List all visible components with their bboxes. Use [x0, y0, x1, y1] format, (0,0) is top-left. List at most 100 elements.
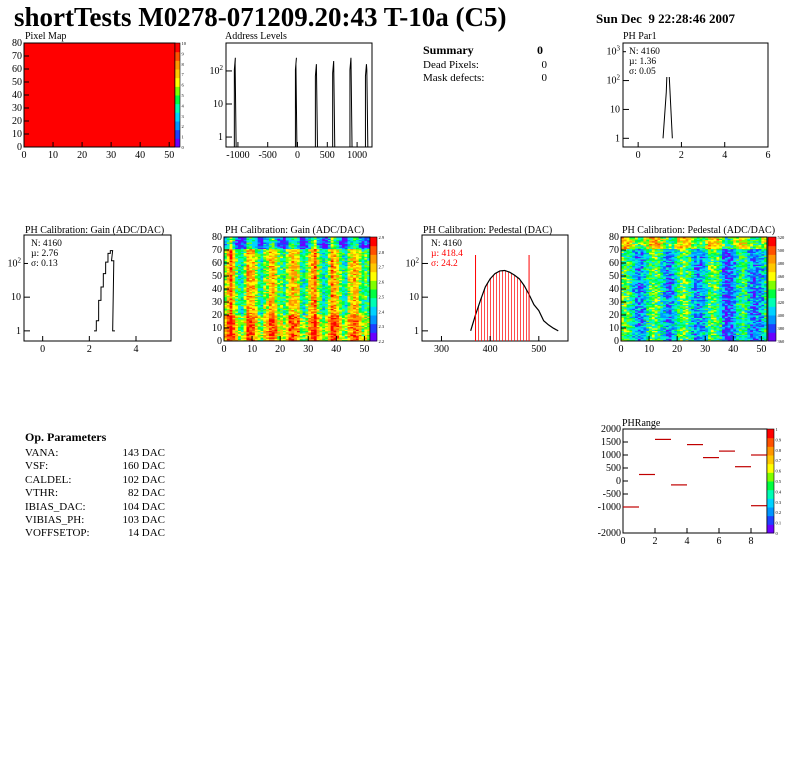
- pedestal-map-cell: [637, 289, 642, 291]
- pedestal-map-cell: [621, 279, 625, 282]
- gain-map-cell: [344, 337, 348, 339]
- pedestal-map-cell: [629, 326, 633, 329]
- gain-map-cell: [266, 333, 270, 335]
- gain-map-cell: [361, 244, 365, 247]
- gain-map-cell: [263, 260, 267, 263]
- gain-map-cell: [311, 308, 315, 311]
- gain-map-cell: [367, 298, 371, 300]
- gain-map-cell: [322, 263, 326, 265]
- gain-map-cell: [232, 263, 236, 265]
- pedestal-map-cell: [637, 302, 642, 304]
- gain-map-cell: [297, 321, 301, 324]
- gain-map-cell: [280, 268, 284, 270]
- pedestal-map-cell: [640, 276, 644, 278]
- gain-map-cell: [333, 292, 337, 295]
- gain-map-cell: [274, 295, 278, 298]
- gain-map-cell: [246, 313, 250, 316]
- gain-map-cell: [311, 250, 315, 252]
- pedestal-map-cell: [626, 292, 630, 295]
- gain-map-cell: [353, 321, 357, 324]
- gain-map-cell: [355, 300, 360, 303]
- gain-map-cell: [336, 252, 340, 255]
- gain-map-cell: [355, 298, 360, 300]
- gain-map-cell: [246, 253, 250, 256]
- gain-map-cell: [299, 269, 304, 272]
- gain-map-cell: [299, 283, 304, 286]
- pedestal-map-cell: [632, 326, 636, 329]
- gain-map-cell: [308, 311, 312, 313]
- gain-map-cell: [327, 247, 332, 250]
- pedestal-map-cell: [635, 333, 639, 335]
- pedestal-map-cell: [629, 299, 633, 302]
- gain-map-cell: [364, 307, 368, 309]
- gain-map-cell: [297, 335, 301, 338]
- gain-map-cell: [311, 304, 315, 307]
- gain-map-cell: [240, 273, 245, 276]
- gain-map-cell: [316, 270, 320, 273]
- gain-map-cell: [361, 333, 365, 335]
- gain-map-cell: [232, 257, 236, 260]
- gain-map-cell: [364, 296, 368, 299]
- pedestal-map-cell: [640, 308, 644, 311]
- gain-map-cell: [350, 302, 354, 304]
- gain-map-cell: [271, 281, 275, 283]
- pedestal-map-cell: [640, 287, 644, 290]
- gain-map-cell: [344, 313, 348, 316]
- gain-map-cell: [285, 283, 289, 286]
- gain-map-cell: [336, 253, 340, 256]
- gain-map-cell: [232, 309, 236, 312]
- gain-map-cell: [350, 270, 354, 273]
- gain-map-cell: [260, 292, 264, 295]
- gain-map-cell: [353, 248, 357, 251]
- gain-map-cell: [246, 240, 250, 243]
- gain-map-cell: [288, 263, 292, 265]
- gain-map-cell: [280, 317, 284, 320]
- gain-map-cell: [325, 338, 329, 341]
- gain-map-cell: [358, 287, 362, 290]
- gain-map-cell: [226, 250, 231, 252]
- gain-map-cell: [330, 304, 334, 307]
- gain-map-cell: [288, 278, 292, 281]
- pedestal-map-cell: [632, 328, 636, 330]
- pedestal-map-cell: [640, 326, 644, 329]
- gain-map-cell: [288, 253, 292, 256]
- pedestal-map-cell: [626, 270, 630, 273]
- gain-map-cell: [238, 316, 242, 318]
- gain-map-cell: [257, 331, 261, 334]
- pedestal-map-cell: [626, 329, 630, 331]
- pedestal-map-cell: [629, 263, 633, 265]
- pedestal-map-cell: [623, 273, 628, 276]
- pedestal-map-cell: [637, 250, 642, 252]
- gain-map-cell: [240, 330, 245, 333]
- gain-map-cell: [336, 277, 340, 279]
- gain-map-cell: [254, 266, 259, 269]
- gain-map-cell: [229, 237, 233, 239]
- gain-map-cell: [302, 261, 306, 264]
- gain-map-cell: [288, 273, 292, 276]
- gain-map-cell: [364, 265, 368, 268]
- gain-map-cell: [319, 287, 323, 290]
- gain-map-cell: [232, 311, 236, 313]
- pedestal-map-cell: [621, 333, 625, 335]
- gain-map-cell: [347, 292, 351, 295]
- gain-map-cell: [277, 294, 281, 296]
- gain-map-cell: [358, 328, 362, 330]
- gain-map-cell: [246, 238, 250, 240]
- gain-map-cell: [280, 265, 284, 268]
- gain-map-cell: [361, 318, 365, 321]
- gain-map-cell: [291, 304, 295, 307]
- gain-map-cell: [285, 261, 289, 264]
- gain-map-cell: [364, 329, 368, 331]
- gain-map-cell: [232, 316, 236, 318]
- gain-map-cell: [254, 328, 259, 330]
- gain-map-cell: [336, 259, 340, 261]
- gain-map-cell: [299, 251, 304, 253]
- gain-map-cell: [364, 285, 368, 287]
- gain-map-cell: [311, 305, 315, 308]
- gain-map-cell: [299, 337, 304, 339]
- gain-map-cell: [257, 329, 261, 331]
- gain-map-cell: [260, 244, 264, 247]
- gain-map-cell: [274, 335, 278, 338]
- gain-map-cell: [249, 277, 253, 279]
- gain-map-cell: [299, 292, 304, 295]
